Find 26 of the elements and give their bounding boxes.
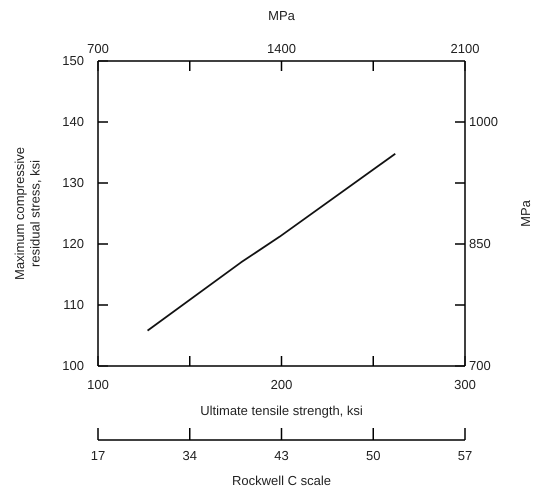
y2-tick-label: 1000 xyxy=(469,114,498,130)
y-tick-label: 120 xyxy=(62,236,84,252)
y2-tick-label: 850 xyxy=(469,236,491,252)
y-axis-title: Maximum compressive residual stress, ksi xyxy=(12,147,43,280)
text: 50 xyxy=(366,448,380,463)
x-tick-label: 100 xyxy=(87,377,109,392)
x-axis-title: Ultimate tensile strength, ksi xyxy=(200,403,363,418)
text: Rockwell C scale xyxy=(232,473,331,488)
text: 43 xyxy=(274,448,289,463)
line-series xyxy=(146,152,396,332)
y-tick-label: 150 xyxy=(62,53,84,68)
y2-axis-title: MPa xyxy=(518,199,533,227)
y-tick-label: 130 xyxy=(62,175,84,190)
x-tick-label: 300 xyxy=(454,377,476,392)
x2-tick-label: 1400 xyxy=(267,41,296,56)
y-tick-label: 110 xyxy=(63,297,84,312)
y-tick-label: 100 xyxy=(62,358,84,374)
x2-axis-title: MPa xyxy=(268,8,296,23)
text: 34 xyxy=(182,448,197,463)
y2-tick-label: 700 xyxy=(469,358,491,374)
x2-tick-label: 2100 xyxy=(450,41,480,56)
x2-tick-label: 700 xyxy=(87,41,109,56)
text: 57 xyxy=(458,448,472,463)
y-tick-label: 140 xyxy=(62,114,84,130)
text: 17 xyxy=(90,448,106,463)
x-tick-label: 200 xyxy=(270,377,292,392)
